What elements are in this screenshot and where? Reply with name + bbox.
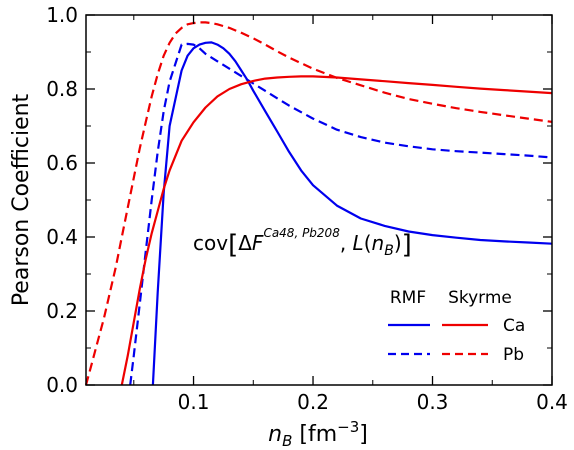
legend-header-skyrme: Skyrme [448,288,512,308]
legend-label-ca: Ca [503,316,525,336]
legend: RMF Skyrme Ca Pb [388,288,525,365]
x-axis-title: nB [fm−3] [268,418,368,450]
x-tick-label: 0.2 [297,390,329,414]
covariance-annotation: cov[ΔFCa48, Pb208, L(nB)] [193,226,412,260]
series-line-rmf-ca [151,41,553,386]
data-curves [84,21,553,386]
series-line-skyrme-ca [120,75,553,386]
y-tick-label: 0.6 [46,151,78,175]
y-tick-label: 0.2 [46,299,78,323]
x-tick-label: 0.1 [178,390,210,414]
series-line-rmf-pb [129,42,553,386]
x-tick-label: 0.3 [417,390,449,414]
y-tick-label: 1.0 [46,3,78,27]
y-tick-label: 0.8 [46,77,78,101]
axis-ticks: 0.1 0.2 0.3 0.4 0.0 0.2 0.4 0.6 0.8 1.0 [46,3,568,414]
y-tick-label: 0.0 [46,373,78,397]
x-tick-label: 0.4 [536,390,568,414]
y-axis-title: Pearson Coefficient [9,93,34,306]
y-tick-label: 0.4 [46,225,78,249]
legend-header-rmf: RMF [390,288,426,308]
legend-label-pb: Pb [503,345,524,365]
series-line-skyrme-pb [84,21,553,386]
